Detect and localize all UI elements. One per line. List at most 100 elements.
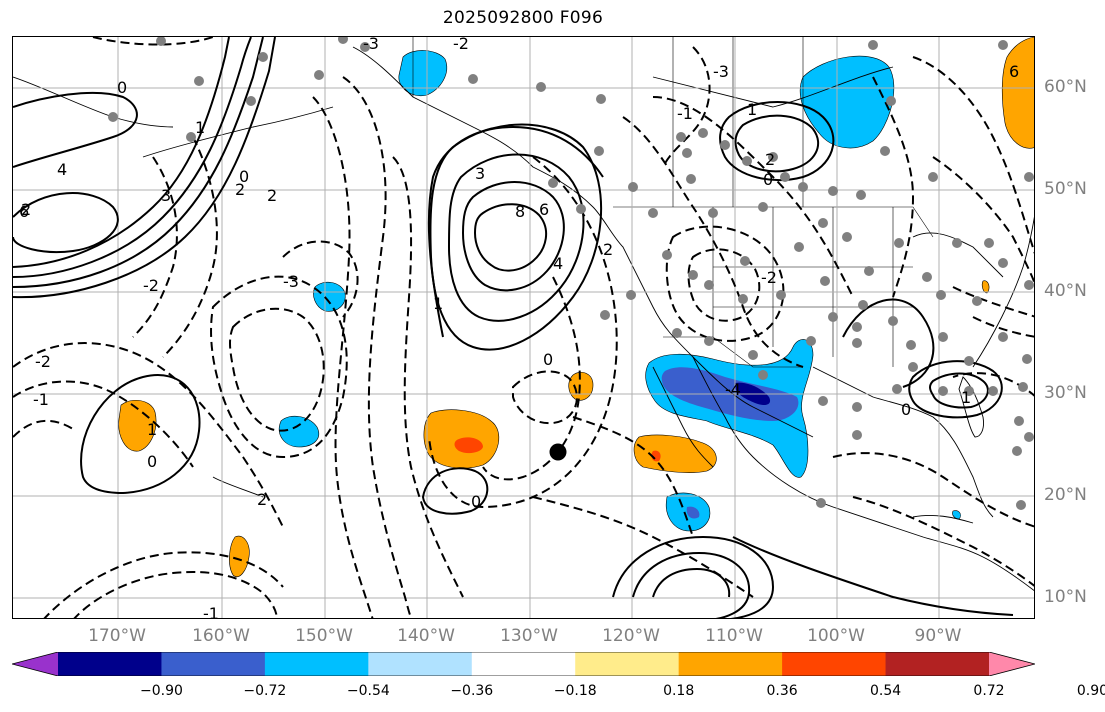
positive-anomaly-baja (633, 434, 717, 473)
dash-31 (162, 136, 218, 358)
contour-label: 0 (901, 400, 911, 419)
dash-13 (622, 116, 804, 368)
lon-label-150w: 150°W (295, 626, 353, 646)
contour-labels: 2 4 6 -3 0 3 -2 -1 1 0 2 3 8 6 4 1 -3 2 … (19, 37, 1019, 619)
lon-label-100w: 100°W (807, 626, 865, 646)
contour-label: 3 (161, 186, 171, 205)
dash-14 (652, 96, 854, 298)
contour-label: 0 (763, 170, 773, 189)
colorbar-cell (885, 652, 990, 676)
dash-2 (13, 380, 194, 468)
borders (412, 37, 934, 368)
colorbar-cell (782, 652, 887, 676)
contour-label: 2 (603, 240, 613, 259)
colorbar-tick-label: −0.18 (553, 683, 597, 699)
lat-label-60n: 60°N (1044, 77, 1087, 97)
lon-label-90w: 90°W (914, 626, 962, 646)
colorbar-cell (58, 652, 162, 676)
positive-anomaly-core (454, 437, 483, 454)
contour-label: 1 (433, 294, 443, 313)
colorbar-tick-label: −0.90 (139, 683, 183, 699)
dash-26 (43, 551, 284, 618)
dash-27 (832, 452, 1034, 528)
contour-label: 0 (147, 452, 157, 471)
contour-label: -3 (713, 62, 729, 81)
contour-label: 0 (239, 167, 249, 186)
colorbar-cell (678, 652, 783, 676)
dash-3 (13, 419, 74, 438)
contour-label: 1 (195, 118, 205, 137)
contour-label: 0 (117, 78, 127, 97)
dash-10 (428, 156, 618, 509)
contour-label: 4 (57, 160, 67, 179)
contour-gulf-high-outer (427, 125, 604, 338)
lon-label-110w: 110°W (705, 626, 763, 646)
state-lines (712, 207, 913, 367)
positive-anomaly-west-pacific (118, 399, 157, 452)
lon-label-160w: 160°W (192, 626, 250, 646)
negative-anomaly-hawaii (279, 415, 319, 448)
dash-17 (687, 248, 761, 322)
contour-label: 1 (147, 420, 157, 439)
contour-south-ring-3 (652, 567, 731, 598)
hawaii (212, 476, 264, 498)
contour-label: 2 (765, 150, 775, 169)
colorbar-cell (264, 652, 369, 676)
contour-label: 6 (19, 202, 29, 221)
colorbar-tick-label: 0.90 (1076, 683, 1105, 699)
dash-29 (92, 37, 214, 46)
dash-23 (572, 416, 694, 538)
contour-label: 0 (471, 492, 481, 511)
contour-southeast-oval-2 (929, 372, 989, 409)
contour-northwest-ridge-3 (13, 37, 230, 268)
colorbar-extend-high (989, 652, 1035, 676)
dash-7 (342, 76, 413, 618)
colorbar-tick-label: 0.72 (973, 683, 1005, 699)
colorbar-extend-low (12, 652, 58, 676)
lon-label-120w: 120°W (602, 626, 660, 646)
east-coast (972, 216, 1034, 368)
contour-subtropic-oval (421, 467, 489, 515)
dash-16 (665, 225, 785, 342)
contour-label: -2 (453, 37, 469, 53)
contour-label: -1 (33, 390, 49, 409)
dash-5 (229, 307, 325, 432)
contour-gulf-mexico (842, 298, 935, 388)
dash-22 (972, 316, 1034, 338)
dash-12 (512, 370, 578, 425)
colorbar-cell (575, 652, 680, 676)
contour-south-east (732, 536, 1014, 616)
dash-25 (73, 571, 278, 618)
contour-label: 8 (515, 202, 525, 221)
contour-label: -1 (677, 104, 693, 123)
contour-label: 2 (235, 180, 245, 199)
contour-label: -1 (203, 604, 219, 619)
lon-label-170w: 170°W (88, 626, 146, 646)
lat-label-40n: 40°N (1044, 281, 1087, 301)
dash-9 (392, 156, 464, 598)
dash-1 (13, 342, 284, 528)
gulf-coast (812, 366, 994, 518)
contour-northwest-ridge-4 (13, 37, 276, 299)
dash-32 (952, 372, 1034, 397)
dash-24 (532, 496, 754, 598)
lat-label-50n: 50°N (1044, 179, 1087, 199)
siberia (13, 76, 174, 128)
contour-canada-low (719, 101, 835, 181)
aleutians (142, 106, 334, 158)
negative-anomaly-alaska-south (398, 50, 447, 97)
contour-label: -2 (35, 352, 51, 371)
colorbar-tick-label: −0.72 (243, 683, 287, 699)
lat-label-30n: 30°N (1044, 383, 1087, 403)
contour-label: -3 (363, 37, 379, 53)
positive-anomaly-small-south (229, 535, 250, 577)
contour-label: 0 (543, 350, 553, 369)
map-canvas: 2 4 6 -3 0 3 -2 -1 1 0 2 3 8 6 4 1 -3 2 … (13, 37, 1034, 619)
dash-30 (132, 156, 178, 338)
dash-18 (872, 76, 915, 298)
contour-label: -4 (725, 380, 741, 399)
colorbar-cell (161, 652, 266, 676)
lon-label-130w: 130°W (500, 626, 558, 646)
dash-20 (932, 156, 1034, 285)
negative-anomaly-mid-pacific (313, 281, 346, 312)
